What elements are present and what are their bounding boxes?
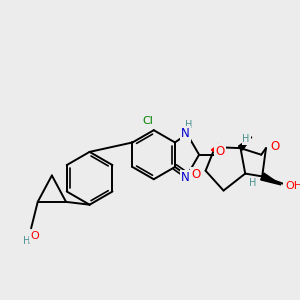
Text: H: H: [185, 121, 193, 130]
Text: O: O: [31, 231, 39, 241]
Polygon shape: [261, 173, 281, 185]
Text: O: O: [192, 168, 201, 181]
Text: N: N: [181, 128, 190, 140]
Text: H: H: [23, 236, 30, 247]
Text: O: O: [215, 146, 224, 158]
Text: H: H: [242, 134, 250, 144]
Text: H: H: [249, 178, 256, 188]
Text: N: N: [181, 171, 190, 184]
Text: OH: OH: [286, 181, 300, 191]
Polygon shape: [211, 144, 221, 155]
Text: Cl: Cl: [142, 116, 154, 126]
Polygon shape: [238, 137, 252, 150]
Text: O: O: [271, 140, 280, 153]
